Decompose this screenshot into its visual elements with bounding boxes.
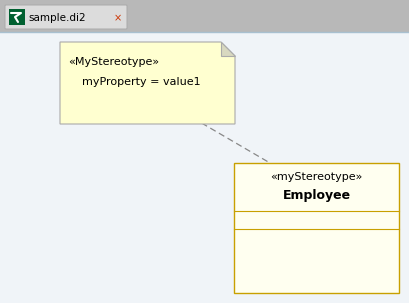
Bar bbox=[9, 9, 25, 25]
Polygon shape bbox=[60, 42, 235, 124]
Bar bbox=[0, 32, 409, 303]
Text: sample.di2: sample.di2 bbox=[28, 13, 85, 23]
Text: «myStereotype»: «myStereotype» bbox=[270, 172, 363, 182]
FancyBboxPatch shape bbox=[5, 5, 127, 29]
Text: myProperty = value1: myProperty = value1 bbox=[68, 77, 201, 87]
Text: Employee: Employee bbox=[283, 188, 351, 201]
Polygon shape bbox=[221, 42, 235, 56]
Text: «MyStereotype»: «MyStereotype» bbox=[68, 57, 159, 67]
Text: ×: × bbox=[114, 13, 122, 23]
Bar bbox=[234, 163, 399, 293]
Bar bbox=[0, 0, 409, 32]
